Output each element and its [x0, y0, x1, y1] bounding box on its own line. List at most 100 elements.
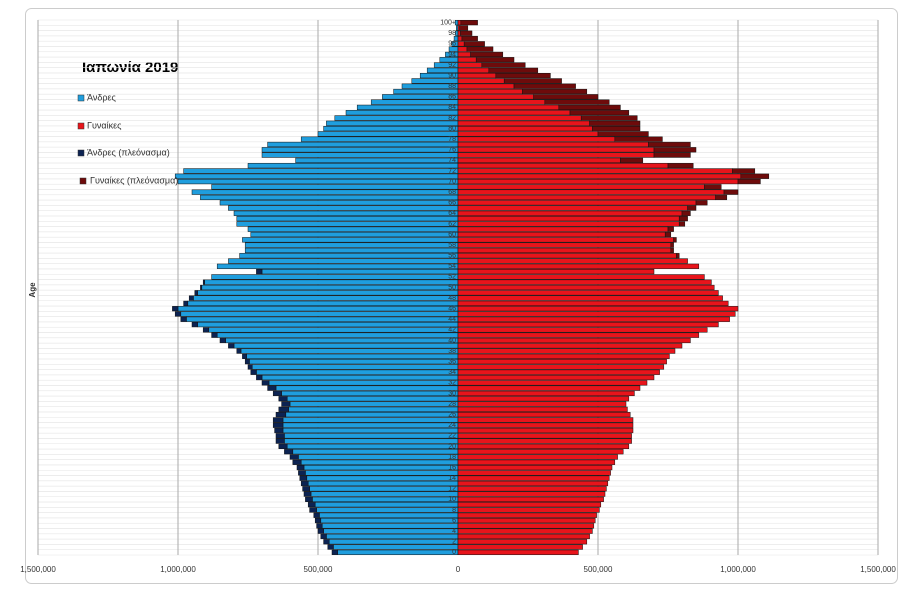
bar — [174, 311, 182, 317]
bar — [457, 157, 621, 163]
bar — [457, 300, 729, 306]
bar — [240, 348, 459, 354]
bar — [457, 470, 611, 476]
y-tick-label: 90 — [448, 72, 456, 79]
bar — [261, 147, 459, 153]
bar — [457, 247, 672, 254]
bar — [457, 306, 739, 312]
bar — [233, 210, 459, 216]
bar — [256, 269, 263, 275]
bar — [457, 507, 600, 513]
bar — [275, 433, 285, 439]
bar — [569, 110, 630, 116]
bar — [242, 237, 459, 243]
bar — [653, 152, 691, 158]
bar — [457, 502, 602, 508]
bar — [191, 321, 198, 328]
bar — [298, 454, 459, 460]
bar — [457, 163, 669, 169]
y-tick-label: 24 — [448, 422, 456, 429]
bar — [457, 279, 712, 285]
bar — [356, 104, 459, 110]
bar — [457, 459, 616, 465]
bar — [457, 533, 590, 540]
bar — [457, 412, 631, 418]
bar — [457, 62, 483, 68]
bar — [247, 163, 459, 169]
bar — [177, 178, 459, 185]
bar — [382, 94, 459, 100]
y-tick-label: 48 — [448, 295, 456, 302]
bar — [457, 210, 683, 216]
bar — [313, 512, 320, 518]
bar — [295, 157, 459, 163]
bar — [457, 443, 630, 450]
bar — [457, 284, 715, 291]
y-tick-label: 60 — [448, 231, 456, 238]
y-tick-label: 100+ — [440, 19, 456, 26]
bar — [670, 247, 674, 254]
y-tick-label: 80 — [448, 125, 456, 132]
bar — [544, 99, 610, 105]
bar — [261, 152, 459, 158]
bar — [457, 433, 632, 439]
bar — [457, 274, 705, 280]
bar — [459, 25, 469, 31]
bar — [202, 327, 210, 333]
bar — [620, 157, 644, 163]
bar — [201, 284, 459, 291]
y-tick-label: 52 — [448, 274, 456, 281]
bar — [457, 454, 618, 460]
bar — [676, 253, 680, 259]
bar — [470, 51, 504, 58]
bar — [177, 306, 459, 312]
bar — [197, 321, 459, 328]
bar — [457, 359, 667, 365]
x-tick-label: 1,500,000 — [860, 565, 896, 574]
bar — [267, 141, 459, 148]
y-tick-label: 62 — [448, 221, 456, 228]
bar — [457, 438, 632, 444]
bar — [457, 269, 655, 275]
bar — [457, 115, 582, 121]
bar — [261, 380, 270, 386]
bar — [457, 369, 660, 375]
bar — [667, 163, 694, 169]
bar — [457, 512, 597, 518]
y-tick-label: 16 — [448, 464, 456, 471]
bar — [513, 83, 576, 89]
bar — [320, 533, 327, 540]
bar — [298, 470, 306, 476]
bar — [312, 496, 459, 502]
bar — [289, 454, 299, 460]
bar — [250, 231, 459, 238]
bar — [457, 20, 462, 26]
bar — [275, 438, 285, 444]
bar — [246, 353, 459, 359]
bar — [457, 316, 730, 322]
bar — [457, 242, 672, 248]
bar — [326, 120, 459, 126]
bar — [457, 385, 641, 391]
y-tick-label: 44 — [448, 316, 456, 323]
legend-label: Άνδρες — [87, 92, 116, 102]
y-tick-label: 94 — [448, 51, 456, 58]
bar — [597, 131, 649, 137]
bar — [183, 168, 459, 174]
bar — [256, 369, 459, 375]
bar — [457, 348, 676, 354]
bar — [307, 502, 316, 508]
y-tick-label: 2 — [452, 539, 456, 546]
bar — [289, 401, 459, 407]
y-tick-label: 84 — [448, 104, 456, 111]
bar — [457, 184, 705, 190]
bar — [284, 433, 459, 439]
bar — [261, 269, 459, 275]
bar — [457, 205, 688, 211]
bar — [314, 502, 459, 508]
bar — [457, 380, 648, 386]
bar — [457, 125, 593, 132]
bar — [180, 311, 459, 317]
bar — [457, 78, 505, 84]
y-tick-label: 18 — [448, 454, 456, 461]
